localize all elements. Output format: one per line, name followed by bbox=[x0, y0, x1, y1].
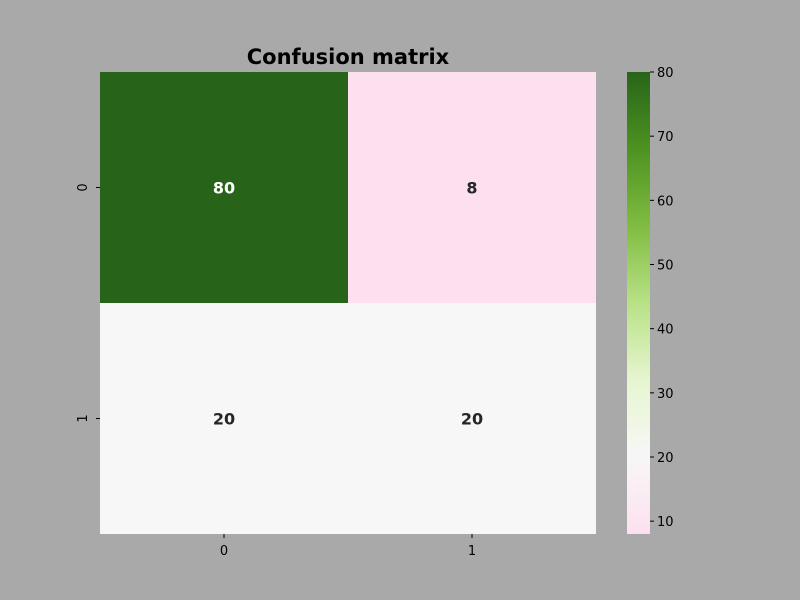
cell-value-label: 20 bbox=[461, 410, 483, 429]
colorbar-tick-label: 20 bbox=[657, 451, 674, 466]
chart-title: Confusion matrix bbox=[247, 45, 450, 69]
colorbar-tick-label: 40 bbox=[657, 323, 674, 338]
colorbar bbox=[627, 72, 650, 534]
colorbar-ticks: 10 20 30 40 50 60 70 80 bbox=[650, 66, 674, 530]
colorbar-tick-label: 80 bbox=[657, 66, 674, 81]
cell-value-label: 80 bbox=[213, 179, 235, 198]
cell-value-label: 20 bbox=[213, 410, 235, 429]
colorbar-tick-label: 60 bbox=[657, 194, 674, 209]
heatmap-cells: 80 8 20 20 bbox=[100, 72, 596, 534]
colorbar-tick-label: 30 bbox=[657, 387, 674, 402]
colorbar-tick-label: 50 bbox=[657, 259, 674, 274]
colorbar-tick-label: 70 bbox=[657, 130, 674, 145]
heatmap-cell bbox=[100, 72, 348, 303]
colorbar-tick-label: 10 bbox=[657, 515, 674, 530]
cell-value-label: 8 bbox=[466, 179, 477, 198]
heatmap-cell bbox=[100, 303, 348, 534]
y-axis-ticks: 01 bbox=[76, 183, 100, 423]
y-tick-label: 1 bbox=[76, 414, 91, 422]
x-tick-label: 1 bbox=[468, 544, 476, 559]
y-tick-label: 0 bbox=[76, 183, 91, 191]
x-tick-label: 0 bbox=[220, 544, 228, 559]
heatmap-cell bbox=[348, 72, 596, 303]
heatmap-cell bbox=[348, 303, 596, 534]
